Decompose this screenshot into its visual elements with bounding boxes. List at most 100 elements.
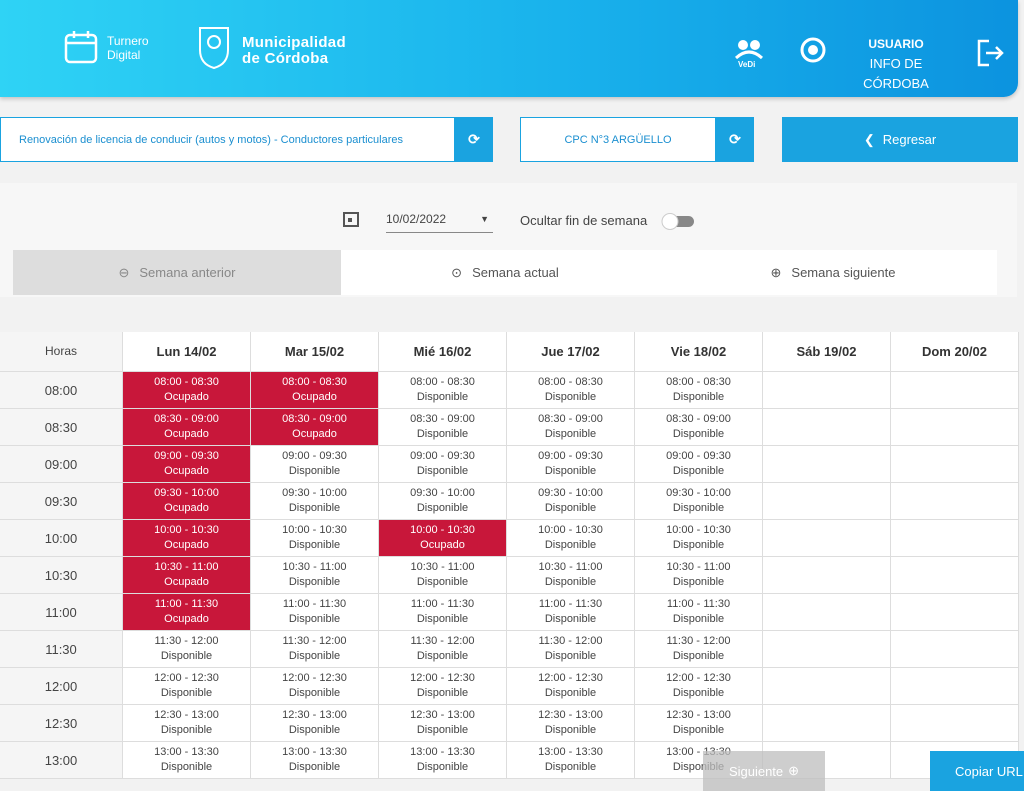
slot[interactable]: 12:30 - 13:00 Disponible <box>251 705 379 742</box>
slot[interactable]: 08:30 - 09:00 Disponible <box>635 409 763 446</box>
hour-cell: 13:00 <box>0 742 123 779</box>
slot[interactable]: 11:00 - 11:30 Disponible <box>507 594 635 631</box>
slot[interactable]: 11:00 - 11:30 Disponible <box>379 594 507 631</box>
prev-week-button[interactable]: ⊖ Semana anterior <box>13 250 341 295</box>
slot[interactable]: 10:00 - 10:30 Disponible <box>507 520 635 557</box>
hour-cell: 12:30 <box>0 705 123 742</box>
vedi-label: VeDi <box>738 60 756 69</box>
slot: 10:00 - 10:30 Ocupado <box>123 520 251 557</box>
slot[interactable]: 09:30 - 10:00 Disponible <box>251 483 379 520</box>
slot[interactable]: 11:30 - 12:00 Disponible <box>507 631 635 668</box>
slot-time: 08:00 - 08:30 <box>282 376 347 388</box>
slot[interactable]: 11:00 - 11:30 Disponible <box>251 594 379 631</box>
day-header: Lun 14/02 <box>123 332 251 372</box>
slot[interactable]: 09:30 - 10:00 Disponible <box>635 483 763 520</box>
slot[interactable]: 08:00 - 08:30 Disponible <box>635 372 763 409</box>
slot[interactable]: 13:00 - 13:30 Disponible <box>123 742 251 779</box>
slot[interactable]: 11:30 - 12:00 Disponible <box>251 631 379 668</box>
slot-status: Ocupado <box>164 539 209 551</box>
slot: 09:30 - 10:00 Ocupado <box>123 483 251 520</box>
slot[interactable]: 12:30 - 13:00 Disponible <box>507 705 635 742</box>
slot-time: 12:30 - 13:00 <box>666 709 731 721</box>
slot[interactable]: 11:30 - 12:00 Disponible <box>635 631 763 668</box>
slot: 10:30 - 11:00 Ocupado <box>123 557 251 594</box>
slot-status: Disponible <box>288 502 341 514</box>
slot[interactable]: 10:30 - 11:00 Disponible <box>379 557 507 594</box>
slot[interactable]: 09:00 - 09:30 Disponible <box>379 446 507 483</box>
slot[interactable]: 13:00 - 13:30 Disponible <box>251 742 379 779</box>
empty-slot <box>891 372 1019 409</box>
slot-status: Disponible <box>544 576 597 588</box>
slot[interactable]: 09:30 - 10:00 Disponible <box>379 483 507 520</box>
weekend-toggle[interactable] <box>660 211 696 231</box>
slot[interactable]: 08:30 - 09:00 Disponible <box>379 409 507 446</box>
slot[interactable]: 12:30 - 13:00 Disponible <box>635 705 763 742</box>
slot[interactable]: 09:30 - 10:00 Disponible <box>507 483 635 520</box>
refresh-button[interactable]: ⟳ <box>716 117 754 162</box>
slot[interactable]: 09:00 - 09:30 Disponible <box>251 446 379 483</box>
slot[interactable]: 11:30 - 12:00 Disponible <box>123 631 251 668</box>
slot-time: 08:30 - 09:00 <box>282 413 347 425</box>
slot[interactable]: 11:00 - 11:30 Disponible <box>635 594 763 631</box>
slot[interactable]: 10:30 - 11:00 Disponible <box>635 557 763 594</box>
slot[interactable]: 10:30 - 11:00 Disponible <box>507 557 635 594</box>
next-week-button[interactable]: ⊕ Semana siguiente <box>669 250 997 295</box>
empty-slot <box>891 668 1019 705</box>
slot-status: Disponible <box>288 465 341 477</box>
slot-status: Ocupado <box>164 465 209 477</box>
slot[interactable]: 12:30 - 13:00 Disponible <box>379 705 507 742</box>
slot-time: 11:30 - 12:00 <box>154 635 219 647</box>
slot-time: 09:30 - 10:00 <box>410 487 475 499</box>
slot[interactable]: 08:30 - 09:00 Disponible <box>507 409 635 446</box>
slot-status: Ocupado <box>292 428 337 440</box>
slot-status: Disponible <box>288 650 341 662</box>
slot[interactable]: 10:00 - 10:30 Disponible <box>635 520 763 557</box>
user-avatar[interactable] <box>800 37 826 63</box>
slot-status: Disponible <box>416 428 469 440</box>
prev-week-label: Semana anterior <box>139 265 236 280</box>
this-week-button[interactable]: ⊙ Semana actual <box>341 250 669 295</box>
empty-slot <box>763 705 891 742</box>
slot[interactable]: 12:00 - 12:30 Disponible <box>123 668 251 705</box>
slot[interactable]: 08:00 - 08:30 Disponible <box>507 372 635 409</box>
slot-status: Disponible <box>672 428 725 440</box>
slot[interactable]: 12:00 - 12:30 Disponible <box>635 668 763 705</box>
logout-icon[interactable] <box>975 38 1005 68</box>
slot[interactable]: 12:00 - 12:30 Disponible <box>379 668 507 705</box>
slot[interactable]: 09:00 - 09:30 Disponible <box>507 446 635 483</box>
empty-slot <box>891 446 1019 483</box>
slot-time: 08:30 - 09:00 <box>410 413 475 425</box>
slot[interactable]: 10:30 - 11:00 Disponible <box>251 557 379 594</box>
refresh-button[interactable]: ⟳ <box>455 117 493 162</box>
back-button[interactable]: ❮ Regresar <box>782 117 1018 162</box>
slot[interactable]: 12:00 - 12:30 Disponible <box>251 668 379 705</box>
slot-time: 13:00 - 13:30 <box>154 746 219 758</box>
slot[interactable]: 13:00 - 13:30 Disponible <box>379 742 507 779</box>
slot-status: Disponible <box>416 576 469 588</box>
slot-status: Disponible <box>544 650 597 662</box>
slot[interactable]: 11:30 - 12:00 Disponible <box>379 631 507 668</box>
slot-status: Disponible <box>544 613 597 625</box>
copy-url-button[interactable]: Copiar URL <box>930 751 1024 791</box>
slot: 09:00 - 09:30 Ocupado <box>123 446 251 483</box>
slot-status: Disponible <box>160 687 213 699</box>
slot-time: 10:30 - 11:00 <box>154 561 219 573</box>
slot[interactable]: 12:30 - 13:00 Disponible <box>123 705 251 742</box>
hour-cell: 09:00 <box>0 446 123 483</box>
slot[interactable]: 08:00 - 08:30 Disponible <box>379 372 507 409</box>
slot-time: 12:00 - 12:30 <box>538 672 603 684</box>
user-info[interactable]: USUARIO INFO DE CÓRDOBA <box>836 34 956 94</box>
empty-slot <box>763 557 891 594</box>
next-button[interactable]: Siguiente ⊕ <box>703 751 825 791</box>
procedure-select[interactable]: Renovación de licencia de conducir (auto… <box>0 117 455 162</box>
slot[interactable]: 09:00 - 09:30 Disponible <box>635 446 763 483</box>
date-input[interactable]: 10/02/2022 ▼ <box>386 206 493 233</box>
slot[interactable]: 10:00 - 10:30 Disponible <box>251 520 379 557</box>
empty-slot <box>891 705 1019 742</box>
slot[interactable]: 13:00 - 13:30 Disponible <box>507 742 635 779</box>
empty-slot <box>763 446 891 483</box>
hour-cell: 12:00 <box>0 668 123 705</box>
slot[interactable]: 12:00 - 12:30 Disponible <box>507 668 635 705</box>
slot-time: 10:30 - 11:00 <box>410 561 475 573</box>
office-select[interactable]: CPC N°3 ARGÜELLO <box>520 117 716 162</box>
